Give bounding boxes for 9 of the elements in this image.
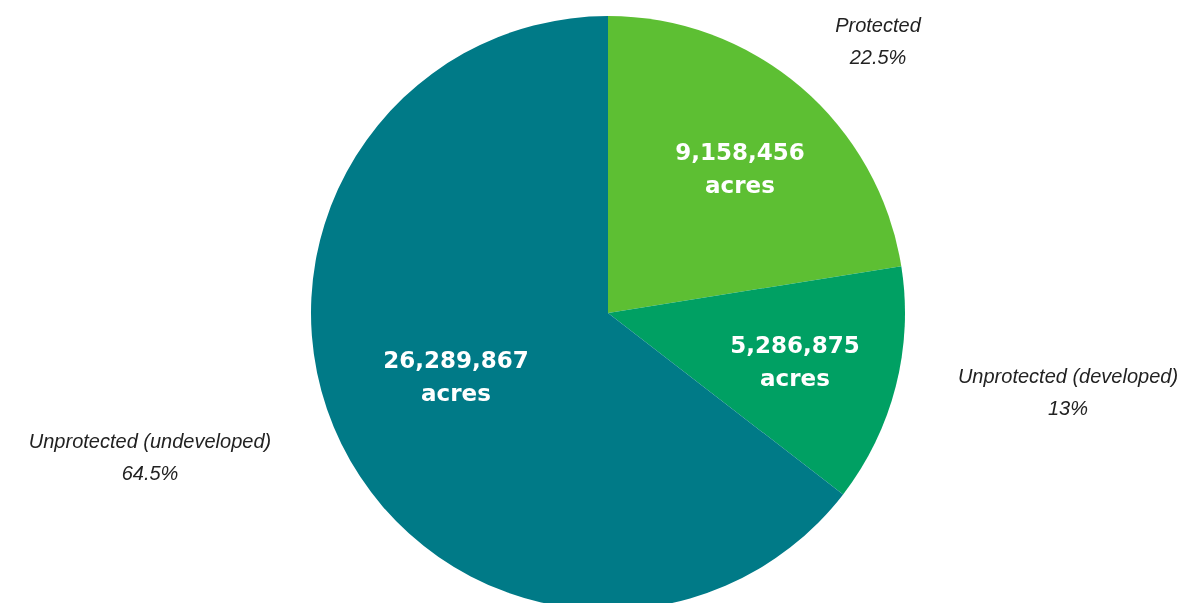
- data-label: 5,286,875 acres: [730, 332, 860, 391]
- text: 64.5%: [121, 462, 179, 484]
- slice-label: Protected: [835, 14, 922, 36]
- text: 13%: [1047, 397, 1089, 419]
- text: 22.5%: [848, 46, 907, 68]
- data-label: 26,289,867 acres: [383, 347, 529, 406]
- slice-label: Unprotected (developed): [957, 365, 1179, 387]
- data-label: 9,158,456 acres: [675, 139, 805, 198]
- slice-label: Unprotected (undeveloped): [28, 430, 272, 452]
